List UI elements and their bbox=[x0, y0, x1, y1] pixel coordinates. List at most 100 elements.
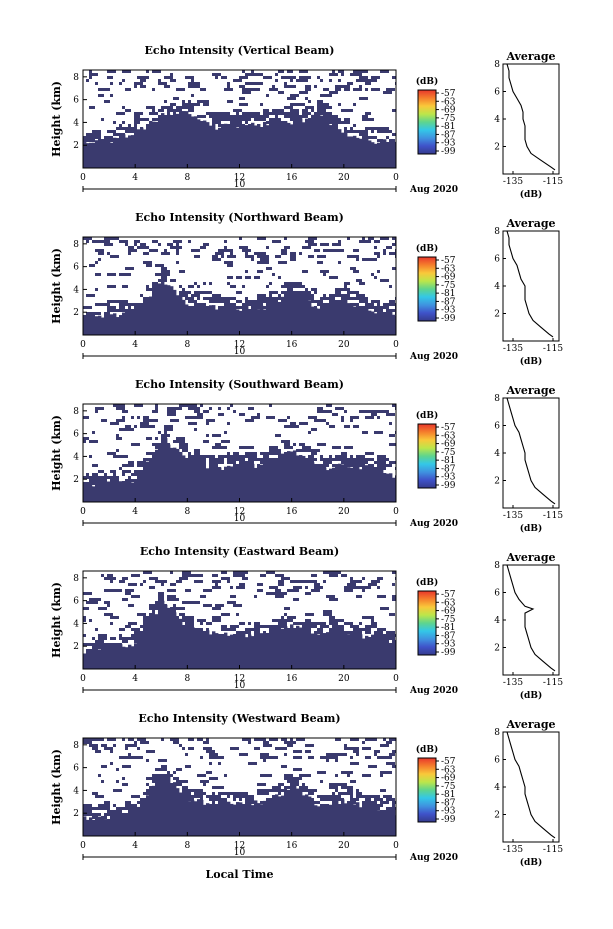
echo-cell bbox=[275, 786, 281, 789]
echo-cell bbox=[296, 285, 302, 288]
echo-cell bbox=[311, 114, 315, 168]
colorbar-label: -75 bbox=[441, 448, 456, 458]
echo-cell bbox=[98, 258, 101, 261]
echo-cell bbox=[98, 315, 102, 335]
echo-cell bbox=[179, 451, 183, 502]
echo-cell bbox=[278, 622, 281, 625]
echo-cell bbox=[137, 634, 140, 637]
echo-cell bbox=[335, 121, 344, 124]
echo-cell bbox=[98, 646, 101, 649]
echo-cell bbox=[371, 136, 374, 139]
echo-cell bbox=[104, 237, 113, 240]
echo-cell bbox=[269, 291, 278, 294]
echo-cell bbox=[326, 306, 330, 335]
echo-cell bbox=[314, 307, 318, 335]
echo-cell bbox=[152, 121, 156, 168]
echo-cell bbox=[266, 466, 270, 502]
echo-cell bbox=[245, 446, 254, 449]
echo-cell bbox=[383, 252, 386, 255]
echo-cell bbox=[338, 804, 342, 836]
echo-cell bbox=[320, 255, 323, 258]
echo-cell bbox=[83, 816, 87, 836]
echo-cell bbox=[155, 601, 158, 604]
echo-cell bbox=[290, 255, 296, 258]
echo-cell bbox=[224, 261, 233, 264]
echo-cell bbox=[197, 303, 206, 306]
echo-cell bbox=[203, 120, 207, 168]
echo-cell bbox=[299, 252, 302, 255]
echo-cell bbox=[320, 303, 323, 306]
echo-cell bbox=[200, 122, 204, 168]
echo-cell bbox=[86, 143, 90, 168]
echo-cell bbox=[95, 261, 98, 264]
echo-cell bbox=[146, 750, 155, 753]
echo-cell bbox=[359, 282, 365, 285]
date-label: Aug 2020 bbox=[409, 352, 458, 362]
echo-cell bbox=[284, 121, 288, 168]
echo-cell bbox=[185, 798, 194, 801]
echo-cell bbox=[218, 446, 227, 449]
colorbar-label: -75 bbox=[441, 782, 456, 792]
echo-cell bbox=[167, 434, 170, 437]
echo-cell bbox=[245, 637, 249, 669]
echo-cell bbox=[389, 811, 393, 836]
echo-cell bbox=[104, 646, 110, 649]
echo-cell bbox=[113, 480, 117, 502]
echo-cell bbox=[113, 637, 116, 640]
echo-cell bbox=[293, 580, 302, 583]
echo-cell bbox=[95, 643, 98, 646]
echo-cell bbox=[392, 141, 396, 168]
average-x-label: (dB) bbox=[520, 356, 542, 367]
colorbar-label: -81 bbox=[441, 122, 456, 132]
echo-cell bbox=[302, 109, 308, 112]
average-y-tick-label: 2 bbox=[494, 477, 500, 487]
echo-cell bbox=[290, 744, 293, 747]
echo-cell bbox=[101, 765, 107, 768]
average-x-tick-label: -135 bbox=[503, 344, 523, 354]
echo-cell bbox=[110, 646, 113, 649]
echo-cell bbox=[83, 804, 92, 807]
y-tick-label: 4 bbox=[73, 786, 79, 796]
echo-cell bbox=[128, 801, 131, 804]
echo-cell bbox=[194, 449, 200, 452]
echo-cell bbox=[185, 291, 191, 294]
echo-cell bbox=[107, 70, 116, 73]
echo-cell bbox=[209, 634, 213, 669]
colorbar-label: -63 bbox=[441, 264, 456, 274]
echo-cell bbox=[182, 299, 186, 335]
echo-cell bbox=[86, 294, 95, 297]
echo-cell bbox=[125, 589, 134, 592]
echo-cell bbox=[179, 783, 182, 786]
panel-title: Echo Intensity (Southward Beam) bbox=[135, 378, 344, 391]
echo-cell bbox=[392, 243, 396, 246]
echo-cell bbox=[167, 774, 173, 777]
echo-cell bbox=[188, 114, 192, 168]
echo-cell bbox=[167, 598, 170, 601]
echo-cell bbox=[92, 643, 95, 646]
echo-cell bbox=[341, 416, 344, 419]
echo-cell bbox=[131, 813, 135, 836]
echo-cell bbox=[320, 115, 324, 168]
echo-cell bbox=[323, 273, 326, 276]
echo-cell bbox=[119, 428, 128, 431]
echo-cell bbox=[329, 631, 332, 634]
echo-cell bbox=[314, 306, 317, 309]
echo-cell bbox=[98, 479, 107, 482]
echo-cell bbox=[326, 118, 330, 168]
echo-cell bbox=[377, 270, 380, 273]
echo-cell bbox=[344, 285, 347, 288]
echo-cell bbox=[86, 133, 95, 136]
echo-cell bbox=[347, 446, 350, 449]
echo-cell bbox=[293, 598, 299, 601]
echo-cell bbox=[107, 300, 113, 303]
echo-cell bbox=[293, 586, 302, 589]
echo-cell bbox=[392, 267, 396, 270]
echo-cell bbox=[167, 407, 176, 410]
echo-cell bbox=[143, 419, 152, 422]
echo-cell bbox=[221, 297, 224, 300]
echo-cell bbox=[173, 607, 182, 610]
echo-cell bbox=[215, 583, 218, 586]
echo-cell bbox=[131, 135, 135, 168]
echo-cell bbox=[179, 114, 183, 168]
